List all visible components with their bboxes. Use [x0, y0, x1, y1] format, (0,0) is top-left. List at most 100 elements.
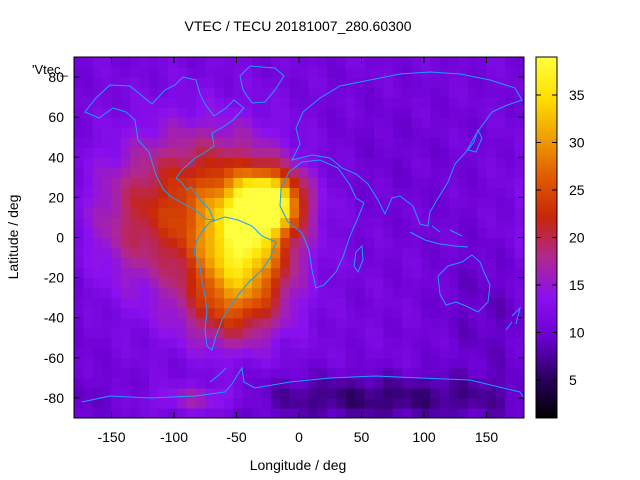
heatmap-cell: [411, 397, 422, 409]
heatmap-cell: [289, 397, 300, 409]
heatmap-cell: [374, 187, 384, 198]
heatmap-cell: [299, 217, 309, 229]
heatmap-cell: [505, 287, 516, 299]
heatmap-cell: [102, 237, 113, 249]
heatmap-cell: [83, 77, 94, 88]
heatmap-cell: [327, 197, 338, 209]
heatmap-cell: [233, 97, 244, 108]
heatmap-cell: [167, 157, 178, 168]
heatmap-cell: [74, 247, 84, 259]
heatmap-cell: [280, 77, 291, 88]
heatmap-cell: [495, 287, 506, 299]
heatmap-cell: [74, 327, 84, 339]
heatmap-cell: [102, 97, 113, 108]
heatmap-cell: [345, 207, 356, 219]
heatmap-cell: [261, 87, 272, 98]
heatmap-cell: [383, 57, 394, 68]
heatmap-cell: [83, 177, 94, 188]
y-tick-label: 60: [48, 109, 64, 125]
heatmap-cell: [214, 137, 225, 148]
heatmap-cell: [505, 147, 516, 158]
y-tick-label: -80: [44, 390, 64, 406]
heatmap-cell: [102, 187, 113, 198]
heatmap-cell: [280, 247, 291, 259]
heatmap-cell: [420, 347, 431, 359]
heatmap-cell: [364, 377, 375, 389]
heatmap-cell: [486, 247, 497, 259]
heatmap-cell: [495, 127, 506, 138]
y-tick-label: 40: [48, 149, 64, 165]
heatmap-cell: [486, 337, 497, 349]
heatmap-cell: [186, 257, 197, 269]
heatmap-cell: [158, 207, 169, 219]
heatmap-cell: [261, 267, 272, 279]
heatmap-cell: [402, 307, 413, 319]
heatmap-cell: [383, 167, 394, 178]
heatmap-cell: [383, 307, 394, 319]
heatmap-cell: [439, 167, 450, 178]
heatmap-cell: [374, 147, 384, 158]
heatmap-cell: [261, 187, 272, 198]
heatmap-cell: [205, 247, 216, 259]
heatmap-cell: [139, 307, 150, 319]
heatmap-cell: [467, 107, 478, 118]
heatmap-cell: [392, 77, 403, 88]
heatmap-cell: [186, 367, 197, 379]
heatmap-cell: [111, 247, 122, 259]
heatmap-cell: [486, 277, 497, 289]
heatmap-cell: [177, 117, 188, 128]
heatmap-cell: [242, 387, 253, 399]
heatmap-cell: [289, 257, 300, 269]
heatmap-cell: [214, 367, 225, 379]
heatmap-cell: [149, 247, 159, 259]
heatmap-cell: [130, 77, 141, 88]
heatmap-cell: [111, 207, 122, 219]
heatmap-cell: [345, 357, 356, 369]
colorbar-tick-label: 35: [569, 87, 585, 103]
heatmap-cell: [486, 157, 497, 168]
heatmap-cell: [345, 57, 356, 68]
heatmap-cell: [374, 267, 384, 279]
heatmap-cell: [261, 207, 272, 219]
heatmap-cell: [83, 267, 94, 279]
heatmap-cell: [139, 387, 150, 399]
heatmap-cell: [317, 317, 328, 329]
heatmap-cell: [261, 357, 272, 369]
heatmap-cell: [120, 307, 131, 319]
heatmap-cell: [120, 227, 131, 239]
heatmap-cell: [224, 177, 234, 188]
heatmap-cell: [392, 87, 403, 98]
heatmap-cell: [92, 167, 103, 178]
heatmap-cell: [308, 307, 319, 319]
heatmap-cell: [467, 147, 478, 158]
heatmap-cell: [120, 207, 131, 219]
heatmap-cell: [345, 137, 356, 148]
heatmap-cell: [486, 387, 497, 399]
heatmap-cell: [439, 67, 450, 78]
heatmap-cell: [130, 407, 141, 418]
heatmap-cell: [289, 127, 300, 138]
heatmap-cell: [449, 277, 459, 289]
heatmap-cell: [74, 127, 84, 138]
heatmap-cell: [514, 267, 524, 279]
heatmap-cell: [149, 377, 159, 389]
heatmap-cell: [458, 157, 469, 168]
heatmap-cell: [364, 157, 375, 168]
heatmap-cell: [308, 367, 319, 379]
heatmap-cell: [327, 347, 338, 359]
heatmap-cell: [186, 197, 197, 209]
heatmap-cell: [149, 347, 159, 359]
heatmap-cell: [233, 77, 244, 88]
heatmap-cell: [270, 77, 281, 88]
heatmap-cell: [102, 127, 113, 138]
heatmap-cell: [411, 57, 422, 68]
heatmap-cell: [214, 117, 225, 128]
heatmap-cell: [102, 367, 113, 379]
heatmap-cell: [280, 207, 291, 219]
heatmap-cell: [467, 247, 478, 259]
heatmap-cell: [317, 287, 328, 299]
heatmap-cell: [120, 157, 131, 168]
heatmap-cell: [195, 187, 206, 198]
heatmap-cell: [374, 87, 384, 98]
